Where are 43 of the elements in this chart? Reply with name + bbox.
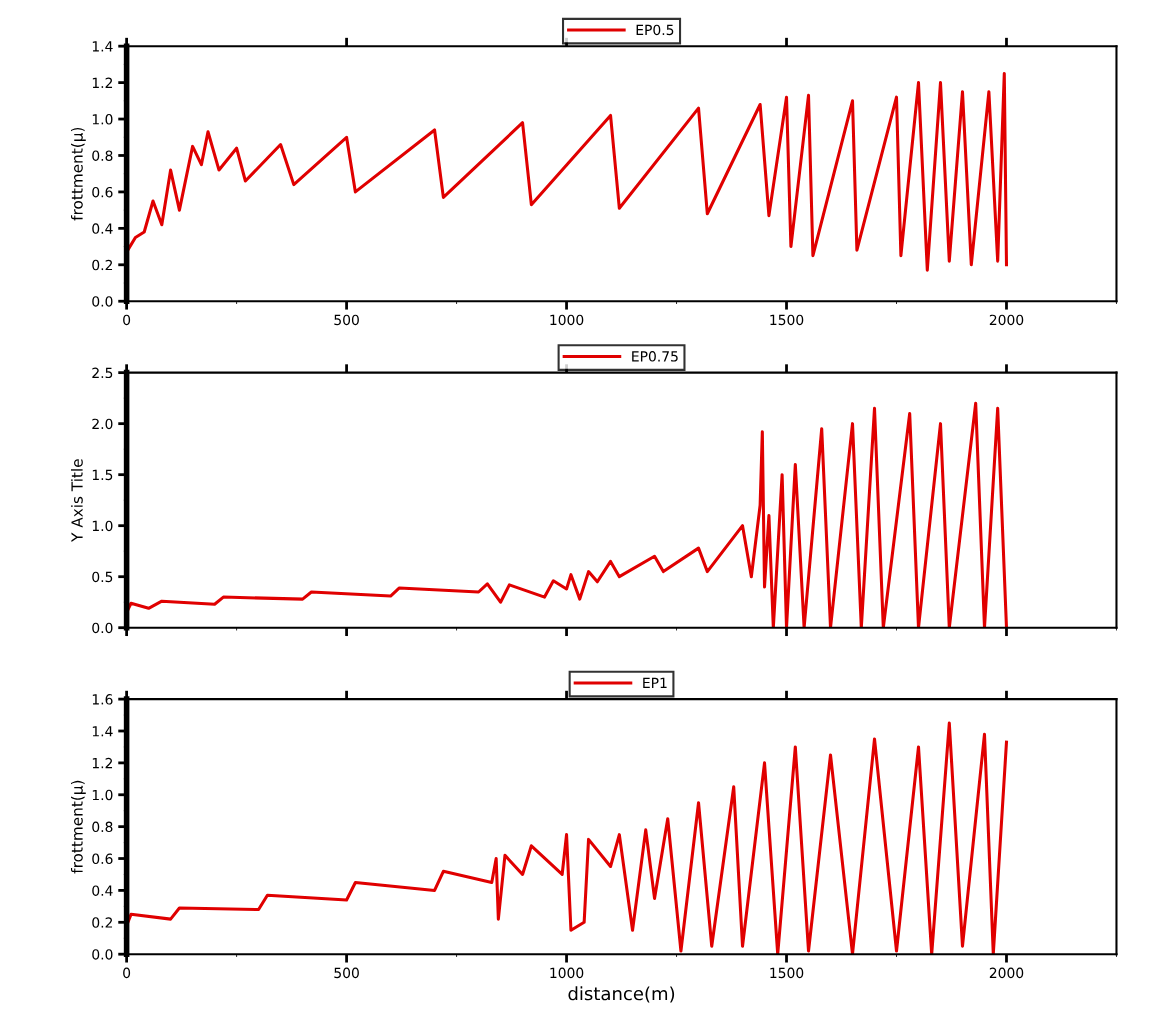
x-axis-title: distance(m)	[568, 986, 675, 1003]
x-tick-label: 2000	[989, 967, 1024, 979]
y-tick-label: 1.2	[92, 757, 113, 769]
legend-label: EP0.5	[636, 24, 674, 36]
y-tick-label: 0.4	[92, 885, 113, 896]
y-tick-label: 0.0	[92, 949, 113, 960]
x-tick-label: 0	[123, 314, 131, 326]
y-tick-label: 0.6	[92, 186, 113, 198]
y-tick-label: 1.5	[92, 469, 113, 481]
x-tick-label: 1500	[770, 967, 804, 979]
y-tick-label: 0.5	[92, 571, 113, 583]
y-tick-label: 1.0	[92, 789, 113, 801]
y-tick-label: 1.6	[92, 694, 113, 705]
y-tick-label: 0.8	[92, 821, 113, 833]
line-series	[126, 71, 1009, 272]
y-tick-label: 0.8	[92, 150, 113, 161]
y-tick-label: 0.0	[92, 622, 113, 634]
x-tick-label: 500	[334, 967, 359, 979]
y-tick-label: 2.0	[92, 418, 113, 430]
x-tick-label: 1500	[770, 314, 804, 326]
y-tick-label: 1.0	[92, 114, 113, 125]
x-tick-label: 1000	[550, 967, 584, 979]
legend-label: EP1	[643, 677, 667, 688]
y-tick-label: 0.0	[92, 296, 113, 307]
x-tick-label: 1000	[550, 314, 584, 326]
y-axis-title: frottment(μ)	[70, 127, 86, 221]
y-tick-label: 1.4	[92, 726, 113, 737]
y-axis-title: frottment(μ)	[70, 780, 86, 874]
y-tick-label: 1.4	[92, 41, 113, 52]
x-tick-label: 0	[123, 967, 131, 979]
y-axis-title: Y Axis Title	[70, 459, 83, 542]
line-series	[126, 401, 1009, 628]
x-tick-label: 2000	[989, 314, 1024, 326]
legend-label: EP0.75	[632, 351, 678, 362]
y-tick-label: 2.5	[92, 367, 113, 379]
x-tick-label: 500	[334, 314, 359, 326]
y-tick-label: 0.2	[92, 917, 113, 928]
y-tick-label: 0.6	[92, 853, 113, 865]
y-tick-label: 0.4	[92, 223, 113, 234]
y-tick-label: 1.2	[92, 77, 113, 88]
y-tick-label: 0.2	[92, 259, 113, 271]
line-series	[126, 721, 1009, 955]
y-tick-label: 1.0	[92, 520, 113, 532]
